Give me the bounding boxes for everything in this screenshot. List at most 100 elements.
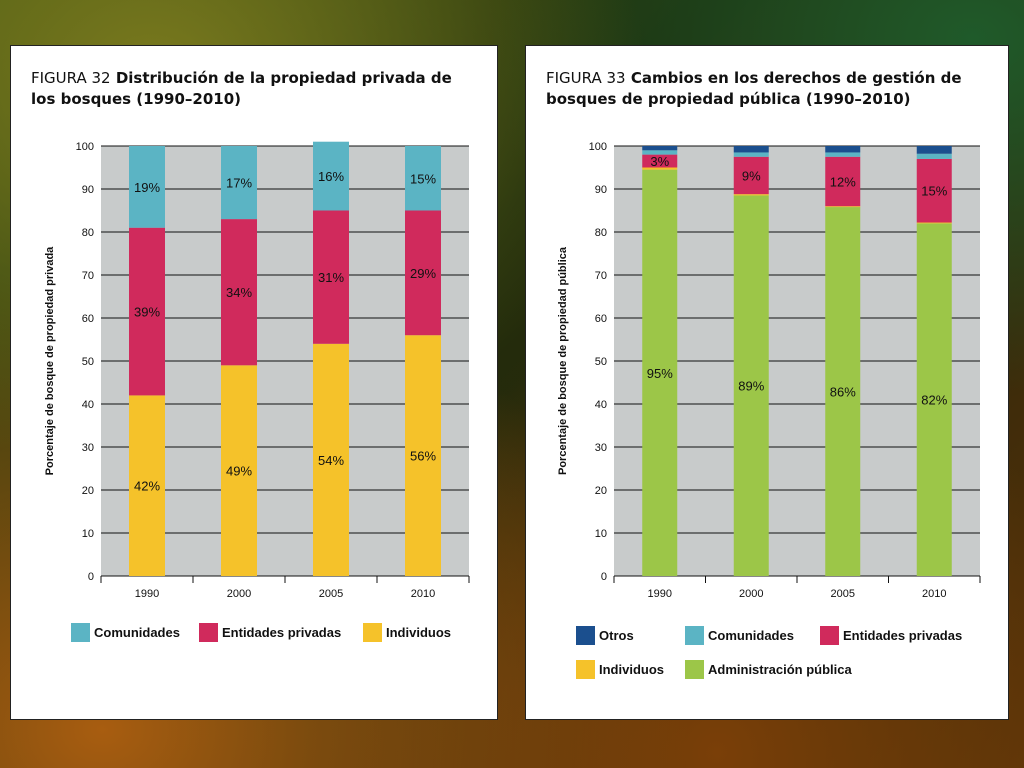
figure-33-chart: 0 10 20 30 40 50 60 70 80 90 100 Porcentaje de bosq… [557,141,981,679]
y-axis-label: Porcentaje de bosque de propiedad públic… [557,246,569,475]
figure-33-panel: FIGURA 33 Cambios en los derechos de ges… [525,45,1009,720]
y-tick-label: 80 [82,227,94,239]
legend-label: Otros [599,628,634,643]
x-tick-label: 2000 [739,588,763,600]
legend-label: Administración pública [708,662,853,677]
data-label: 12% [830,174,856,189]
y-tick-label: 100 [589,141,607,153]
y-tick-label: 10 [82,528,94,540]
bar-segment [916,222,952,224]
bar-segment [129,227,165,396]
data-label: 17% [226,176,252,191]
legend-label: Individuos [386,625,451,640]
y-tick-label: 90 [82,184,94,196]
data-label: 19% [134,180,160,195]
legend-label: Entidades privadas [843,628,962,643]
y-tick-label: 70 [82,270,94,282]
legend-swatch [199,623,218,642]
y-tick-label: 10 [595,528,607,540]
data-label: 39% [134,305,160,320]
data-label: 15% [410,171,436,186]
legend-label: Entidades privadas [222,625,341,640]
y-axis-label: Porcentaje de bosque de propiedad privad… [44,246,56,475]
legend-label: Comunidades [708,628,794,643]
bar-segment [642,150,678,155]
bar-segment [825,207,861,576]
figure-32-panel: FIGURA 32 Distribución de la propiedad p… [10,45,498,720]
bar-segment [313,343,349,576]
bar-segment [313,210,349,344]
figure-32-chart: 0 10 20 30 40 50 60 70 80 90 100 Porcentaje de bosq… [44,141,470,642]
bar-segment [733,152,769,157]
data-label: 89% [738,379,764,394]
data-label: 86% [830,385,856,400]
y-tick-label: 70 [595,270,607,282]
x-tick-label: 2005 [831,588,855,600]
x-tick-label: 2010 [922,588,946,600]
bar-segment [825,156,861,207]
legend-swatch [820,626,839,645]
bar-segment [642,167,678,170]
y-tick-label: 40 [82,399,94,411]
y-tick-label: 0 [601,571,607,583]
data-label: 82% [921,393,947,408]
y-tick-label: 30 [595,442,607,454]
bar-segment [129,395,165,576]
y-tick-label: 60 [595,313,607,325]
x-tick-label: 2010 [411,588,435,600]
y-tick-label: 50 [595,356,607,368]
data-label: 3% [650,154,669,169]
y-tick-label: 30 [82,442,94,454]
y-tick-label: 60 [82,313,94,325]
data-label: 42% [134,479,160,494]
bar-segment [733,156,769,195]
bar-segment [733,146,769,153]
legend-swatch [576,660,595,679]
figure-33-heading: Cambios en los derechos de gestión de bo… [546,69,962,108]
data-label: 34% [226,285,252,300]
y-tick-label: 90 [595,184,607,196]
bar-segment [405,146,441,211]
bar-segment [221,365,257,576]
y-tick-label: 20 [82,485,94,497]
y-tick-label: 100 [76,141,94,153]
bar-segment [916,146,952,154]
data-label: 16% [318,169,344,184]
figure-32-label: FIGURA 32 [31,69,111,87]
data-label: 49% [226,464,252,479]
legend-swatch [685,660,704,679]
figure-33-title: FIGURA 33 Cambios en los derechos de ges… [546,68,996,110]
x-tick-label: 2000 [227,588,251,600]
data-label: 54% [318,453,344,468]
y-tick-label: 80 [595,227,607,239]
bar-segment [642,146,678,151]
data-label: 95% [647,366,673,381]
legend-label: Comunidades [94,625,180,640]
y-tick-label: 40 [595,399,607,411]
bar-segment [916,223,952,576]
y-tick-label: 50 [82,356,94,368]
bar-segment [221,219,257,366]
bar-segment [405,210,441,336]
legend-label: Individuos [599,662,664,677]
x-tick-label: 2005 [319,588,343,600]
legend-swatch [363,623,382,642]
data-label: 15% [921,184,947,199]
bar-segment [221,146,257,220]
figure-33-label: FIGURA 33 [546,69,626,87]
bar-segment [129,146,165,228]
bar-segment [825,206,861,208]
bar-segment [825,152,861,157]
legend-swatch [685,626,704,645]
data-label: 31% [318,270,344,285]
legend-swatch [576,626,595,645]
bar-segment [825,146,861,153]
x-tick-label: 1990 [135,588,159,600]
bar-segment [916,158,952,223]
bar-segment [733,195,769,576]
figure-32-title: FIGURA 32 Distribución de la propiedad p… [31,68,481,110]
data-label: 56% [410,449,436,464]
x-tick-label: 1990 [648,588,672,600]
data-label: 9% [742,168,761,183]
figure-32-heading: Distribución de la propiedad privada de … [31,69,452,108]
